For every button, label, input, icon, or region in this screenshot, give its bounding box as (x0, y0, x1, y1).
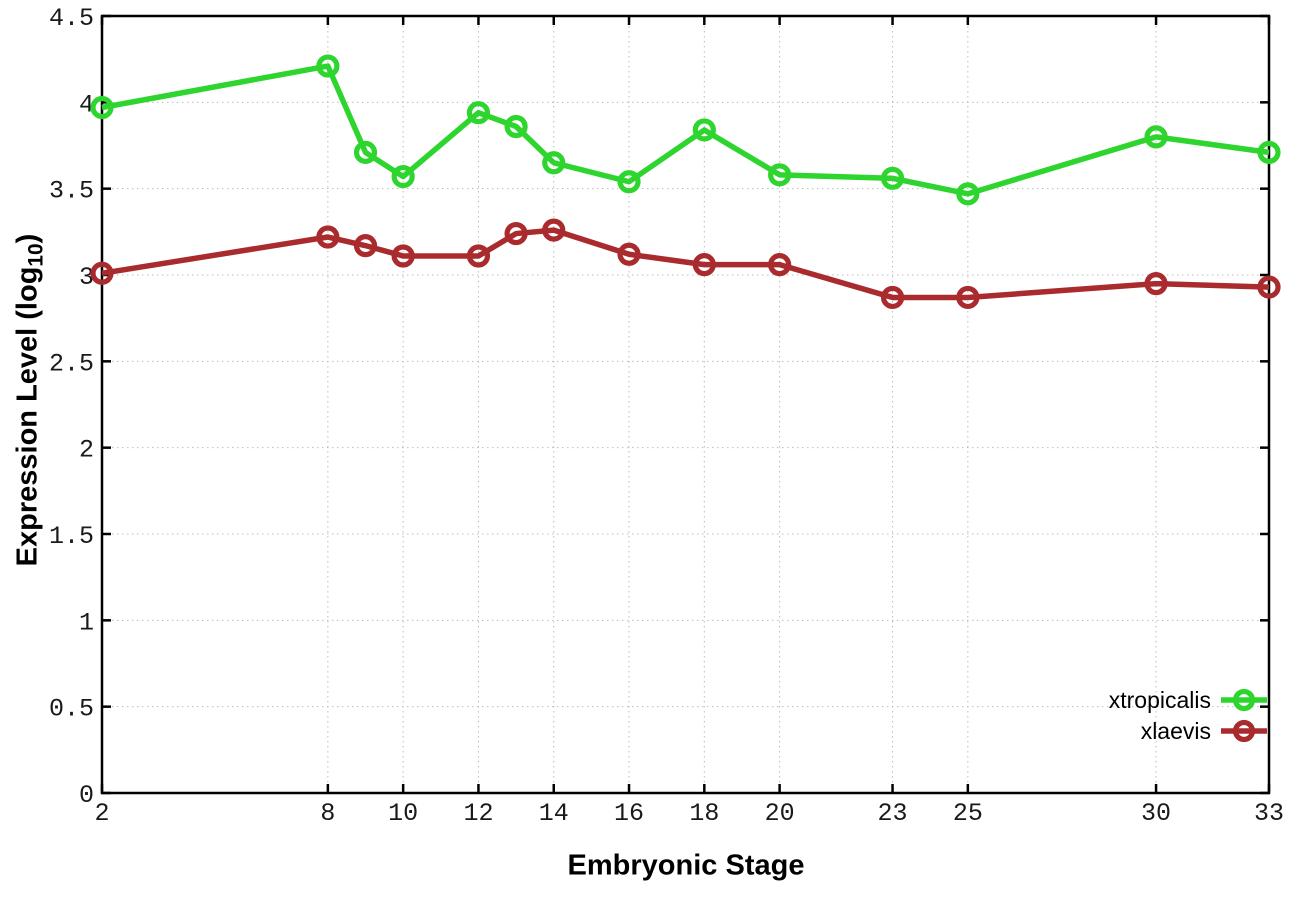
x-tick-label: 25 (953, 799, 983, 828)
data-point-xtropicalis (768, 163, 792, 187)
data-point-xtropicalis (617, 170, 641, 194)
data-point-xlaevis (617, 242, 641, 266)
data-point-xlaevis (956, 285, 980, 310)
data-point-xlaevis (90, 261, 114, 285)
x-tick-label: 23 (878, 799, 908, 828)
data-point-xlaevis (1144, 272, 1168, 296)
data-point-xlaevis (1257, 275, 1281, 299)
series-line-xlaevis (101, 227, 1270, 301)
data-point-xtropicalis (956, 182, 980, 206)
y-tick-label: 3.5 (49, 177, 94, 206)
y-tick-label: 2.5 (49, 349, 94, 378)
data-point-xlaevis (391, 244, 415, 268)
y-tick-label: 0.5 (49, 695, 94, 724)
data-point-xlaevis (353, 234, 378, 258)
legend-item-xtropicalis: xtropicalis (1109, 687, 1268, 713)
y-tick-label: 4 (79, 90, 94, 119)
data-point-xtropicalis (880, 166, 905, 190)
data-point-xtropicalis (504, 114, 528, 139)
legend-label-xlaevis: xlaevis (1140, 718, 1211, 744)
y-axis-title-subscript: 10 (24, 243, 48, 267)
data-point-xlaevis (542, 218, 566, 242)
x-tick-label: 8 (320, 799, 335, 828)
legend-marker-xtropicalis (1221, 688, 1267, 712)
data-point-xtropicalis (1144, 125, 1168, 149)
data-point-xtropicalis (90, 95, 114, 120)
data-point-xtropicalis (316, 54, 340, 78)
data-point-xtropicalis (1257, 140, 1281, 165)
data-point-xlaevis (692, 253, 716, 277)
x-tick-label: 2 (94, 799, 109, 828)
y-tick-label: 3 (79, 263, 94, 292)
data-point-xlaevis (504, 221, 528, 246)
legend-item-xlaevis: xlaevis (1141, 718, 1268, 744)
y-tick-label: 2 (79, 436, 94, 465)
data-point-xlaevis (880, 285, 905, 310)
y-axis-title-text: Expression Level (log (11, 266, 44, 567)
y-axis-title: Expression Level (log10) (12, 234, 49, 567)
y-axis-title-tail: ) (11, 233, 44, 244)
data-point-xtropicalis (353, 140, 378, 165)
x-tick-label: 10 (388, 799, 418, 828)
x-tick-label: 20 (765, 799, 795, 828)
data-point-xtropicalis (466, 101, 491, 125)
data-point-xtropicalis (542, 151, 566, 175)
y-tick-label: 1 (79, 608, 94, 637)
legend-label-xtropicalis: xtropicalis (1108, 687, 1211, 713)
y-tick-label: 4.5 (49, 4, 94, 33)
x-tick-label: 16 (614, 799, 644, 828)
series-line-xtropicalis (101, 63, 1270, 197)
data-point-xtropicalis (692, 118, 716, 142)
x-tick-label: 14 (539, 799, 569, 828)
x-tick-label: 33 (1254, 799, 1284, 828)
legend: xtropicalis xlaevis (1109, 687, 1268, 744)
y-tick-label: 1.5 (49, 522, 94, 551)
y-tick-label: 0 (79, 781, 94, 810)
legend-sample-marker-xlaevis (1232, 719, 1256, 743)
x-tick-label: 30 (1141, 799, 1171, 828)
data-point-xlaevis (316, 225, 340, 249)
legend-sample-marker-xtropicalis (1232, 688, 1256, 712)
data-point-xtropicalis (391, 164, 415, 189)
data-point-xlaevis (768, 253, 792, 277)
x-axis-title: Embryonic Stage (567, 849, 805, 882)
x-tick-label: 18 (689, 799, 719, 828)
x-tick-label: 12 (463, 799, 493, 828)
plot-border (100, 14, 1271, 795)
legend-marker-xlaevis (1221, 719, 1267, 743)
data-point-xlaevis (466, 244, 491, 268)
